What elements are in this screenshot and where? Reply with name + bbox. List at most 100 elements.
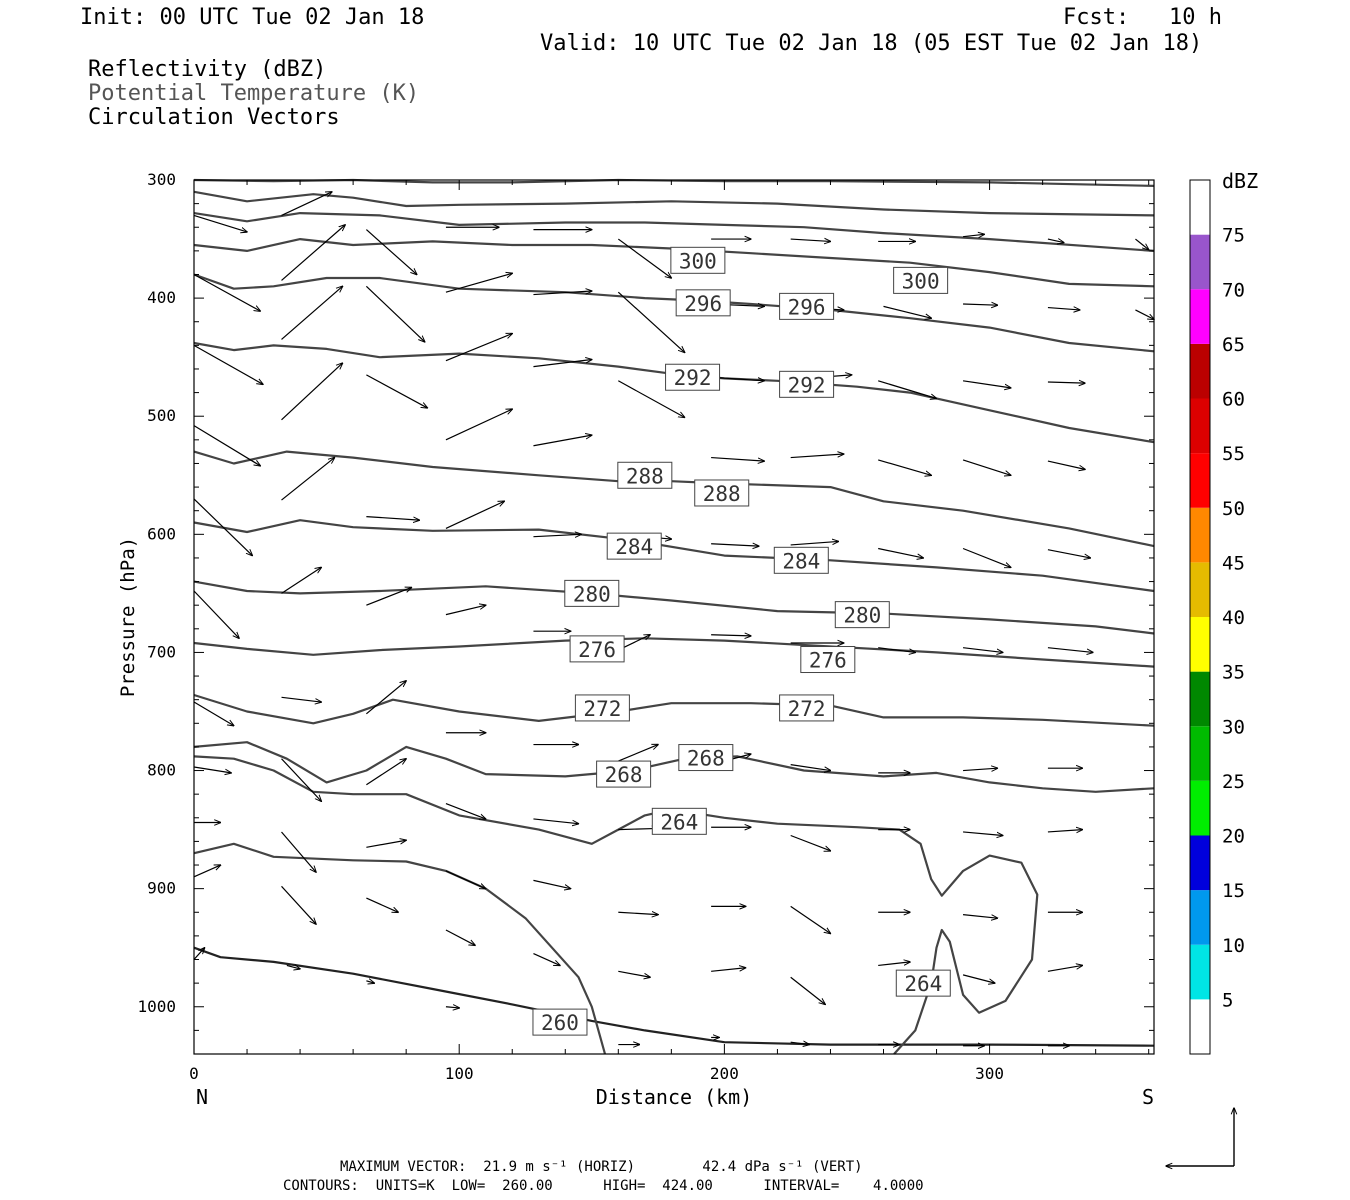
- vector-101: [366, 897, 398, 912]
- colorbar-label-50: 50: [1222, 498, 1245, 520]
- colorbar-label-5: 5: [1222, 989, 1233, 1011]
- vector-38: [533, 435, 591, 447]
- colorbar-label-35: 35: [1222, 662, 1245, 684]
- contour-label-6: 288: [617, 461, 673, 489]
- colorbar-label-20: 20: [1222, 826, 1245, 848]
- vector-47: [445, 501, 504, 529]
- vector-31: [878, 380, 936, 399]
- colorbar-unit: dBZ: [1222, 169, 1258, 193]
- vector-27: [533, 360, 591, 368]
- vector-56: [281, 567, 322, 594]
- colorbar-segment-8: [1190, 562, 1210, 617]
- vector-26: [445, 334, 512, 362]
- vector-36: [366, 374, 427, 408]
- contour-label-7: 288: [694, 479, 750, 507]
- vector-21: [1047, 308, 1080, 310]
- colorbar-segment-6: [1190, 671, 1210, 727]
- vector-109: [1047, 965, 1082, 972]
- colorbar-segment-13: [1190, 289, 1210, 344]
- vector-13: [365, 229, 416, 275]
- y-axis-label: Pressure (hPa): [117, 537, 139, 697]
- vector-73: [790, 764, 831, 771]
- contour-label-text: 284: [782, 549, 820, 573]
- vector-37: [445, 409, 512, 441]
- vector-0: [193, 214, 247, 232]
- contour-296-10: [193, 273, 1155, 353]
- vector-42: [962, 459, 1011, 475]
- colorbar-label-25: 25: [1222, 771, 1245, 793]
- contour-label-11: 280: [834, 601, 890, 629]
- circulation-vectors: [193, 192, 1154, 1046]
- vector-103: [533, 953, 560, 966]
- vector-40: [790, 454, 844, 459]
- vector-75: [963, 768, 997, 770]
- vector-82: [618, 828, 658, 829]
- vector-64: [962, 647, 1003, 653]
- contour-label-text: 288: [626, 464, 664, 488]
- y-tick-1000: 1000: [137, 997, 176, 1016]
- vector-32: [962, 380, 1011, 388]
- vector-35: [281, 363, 343, 421]
- vector-46: [366, 516, 419, 521]
- vector-33: [1047, 382, 1085, 383]
- contour-label-text: 292: [674, 366, 712, 390]
- contour-300-11: [193, 238, 1155, 288]
- vector-61: [711, 635, 751, 636]
- vector-90: [366, 840, 406, 848]
- valid-time: Valid: 10 UTC Tue 02 Jan 18 (05 EST Tue …: [540, 31, 1203, 56]
- contour-label-19: 264: [895, 969, 951, 997]
- contour-label-text: 296: [788, 295, 826, 319]
- vector-89: [281, 831, 316, 872]
- x-tick-200: 200: [710, 1064, 739, 1083]
- vector-15: [533, 291, 591, 296]
- y-tick-300: 300: [147, 170, 176, 189]
- vector-80: [445, 803, 486, 819]
- vector-50: [711, 544, 759, 546]
- contour-label-9: 284: [773, 546, 829, 574]
- colorbar-label-65: 65: [1222, 334, 1245, 356]
- contour-280-6: [193, 580, 1155, 635]
- vector-113: [445, 1007, 459, 1008]
- vector-1: [281, 192, 332, 216]
- x-tick-0: 0: [189, 1064, 199, 1083]
- x-tick-100: 100: [445, 1064, 474, 1083]
- vector-9: [1047, 239, 1064, 243]
- vector-97: [962, 914, 997, 919]
- contour-label-text: 276: [578, 638, 616, 662]
- plot-frame: [193, 179, 1155, 1055]
- vector-54: [1047, 549, 1090, 558]
- colorbar-label-55: 55: [1222, 443, 1245, 465]
- vector-68: [365, 681, 406, 715]
- vector-58: [445, 605, 486, 616]
- contour-label-text: 300: [902, 269, 940, 293]
- forecast-hour: Fcst: 10 h: [1063, 5, 1222, 30]
- vector-91: [445, 870, 486, 889]
- vector-79: [366, 759, 406, 786]
- colorbar-segment-0: [1190, 999, 1210, 1054]
- vector-14: [445, 273, 512, 293]
- colorbar-segment-9: [1190, 507, 1210, 563]
- contour-label-text: 296: [684, 292, 722, 316]
- vector-81: [533, 818, 578, 824]
- x-tick-300: 300: [975, 1064, 1004, 1083]
- field-circulation-vectors: Circulation Vectors: [88, 105, 340, 130]
- vector-51: [790, 541, 839, 546]
- init-time: Init: 00 UTC Tue 02 Jan 18: [80, 5, 425, 30]
- vector-77: [193, 766, 231, 773]
- contour-label-4: 292: [665, 363, 721, 391]
- vector-25: [365, 285, 424, 342]
- vector-107: [878, 962, 910, 967]
- contour-label-text: 272: [788, 697, 826, 721]
- contour-label-text: 264: [660, 810, 698, 834]
- contour-label-15: 272: [779, 694, 835, 722]
- vector-43: [1047, 460, 1085, 469]
- colorbar-label-10: 10: [1222, 935, 1245, 957]
- vector-34: [193, 425, 260, 466]
- theta-contours: [193, 178, 1155, 1055]
- vector-44: [193, 498, 252, 556]
- contour-label-text: 280: [843, 604, 881, 628]
- vector-39: [711, 456, 764, 462]
- contour-label-text: 260: [541, 1011, 579, 1035]
- vector-78: [281, 758, 322, 802]
